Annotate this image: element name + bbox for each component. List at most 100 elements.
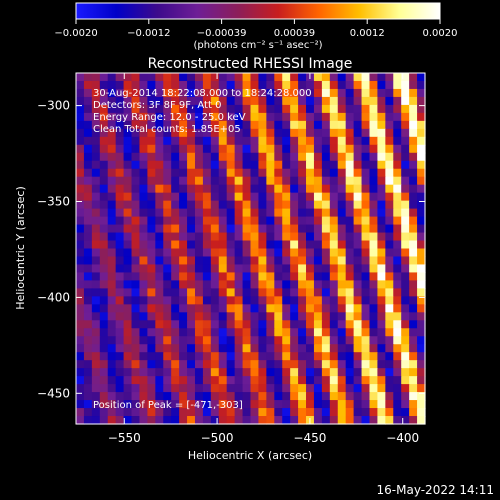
- heatmap-cell: [345, 168, 355, 178]
- heatmap-cell: [401, 288, 410, 297]
- heatmap-cell: [409, 96, 418, 106]
- heatmap-cell: [139, 232, 148, 242]
- heatmap-cell: [99, 288, 109, 297]
- heatmap-cell: [369, 224, 379, 234]
- heatmap-cell: [306, 360, 315, 369]
- heatmap-cell: [171, 80, 180, 90]
- heatmap-cell: [361, 184, 371, 194]
- y-axis-label: Heliocentric Y (arcsec): [14, 186, 27, 310]
- heatmap-cell: [91, 328, 101, 337]
- heatmap-cell: [76, 192, 85, 202]
- heatmap-cell: [194, 360, 204, 369]
- heatmap-cell: [282, 312, 291, 321]
- heatmap-cell: [210, 184, 220, 194]
- heatmap-cell: [99, 160, 109, 170]
- heatmap-cell: [218, 352, 228, 361]
- heatmap-cell: [155, 128, 164, 138]
- heatmap-cell: [329, 264, 339, 274]
- heatmap-cell: [210, 352, 220, 361]
- heatmap-cell: [266, 232, 275, 242]
- heatmap-cell: [171, 368, 180, 377]
- heatmap-cell: [234, 320, 244, 329]
- heatmap-cell: [353, 248, 363, 258]
- heatmap-cell: [409, 360, 418, 369]
- heatmap-cell: [266, 368, 275, 377]
- heatmap-cell: [369, 256, 379, 266]
- heatmap-cell: [321, 168, 331, 178]
- heatmap-cell: [155, 200, 164, 210]
- heatmap-cell: [99, 352, 109, 361]
- heatmap-cell: [393, 312, 402, 321]
- heatmap-cell: [131, 304, 141, 313]
- heatmap-cell: [258, 232, 267, 242]
- heatmap-cell: [123, 88, 133, 98]
- heatmap-cell: [353, 160, 363, 170]
- heatmap-cell: [258, 264, 267, 274]
- heatmap-cell: [361, 392, 371, 401]
- heatmap-cell: [393, 416, 402, 425]
- heatmap-cell: [163, 112, 172, 122]
- heatmap-cell: [298, 224, 307, 234]
- heatmap-cell: [115, 408, 125, 417]
- heatmap-cell: [298, 288, 307, 297]
- heatmap-cell: [258, 296, 267, 305]
- heatmap-cell: [76, 152, 85, 162]
- heatmap-cell: [155, 96, 164, 106]
- heatmap-cell: [91, 360, 101, 369]
- heatmap-plot: [75, 72, 426, 425]
- heatmap-cell: [163, 408, 172, 417]
- heatmap-cell: [345, 344, 355, 353]
- heatmap-cell: [99, 176, 109, 186]
- heatmap-cell: [298, 336, 307, 345]
- heatmap-cell: [377, 408, 386, 417]
- heatmap-cell: [258, 392, 267, 401]
- heatmap-cell: [163, 328, 172, 337]
- heatmap-cell: [282, 352, 291, 361]
- heatmap-cell: [282, 344, 291, 353]
- heatmap-cell: [385, 160, 394, 170]
- heatmap-cell: [393, 280, 402, 289]
- heatmap-cell: [202, 344, 212, 353]
- heatmap-cell: [409, 288, 418, 297]
- heatmap-cell: [401, 296, 410, 305]
- heatmap-cell: [409, 304, 418, 313]
- heatmap-cell: [179, 128, 188, 138]
- heatmap-cell: [306, 96, 315, 106]
- heatmap-cell: [266, 160, 275, 170]
- heatmap-cell: [163, 224, 172, 234]
- heatmap-cell: [242, 328, 252, 337]
- heatmap-cell: [409, 248, 418, 258]
- heatmap-cell: [306, 296, 315, 305]
- heatmap-cell: [163, 416, 172, 425]
- heatmap-cell: [83, 304, 93, 313]
- heatmap-cell: [401, 152, 410, 162]
- heatmap-cell: [76, 288, 85, 297]
- heatmap-cell: [218, 73, 228, 82]
- heatmap-cell: [171, 312, 180, 321]
- heatmap-cell: [115, 136, 125, 146]
- heatmap-cell: [313, 152, 323, 162]
- colorbar-tick-label: 0.00039: [274, 28, 315, 39]
- heatmap-cell: [115, 312, 125, 321]
- heatmap-cell: [369, 272, 379, 282]
- heatmap-cell: [202, 184, 212, 194]
- heatmap-cell: [123, 160, 133, 170]
- heatmap-cell: [210, 360, 220, 369]
- heatmap-cell: [377, 73, 386, 82]
- heatmap-cell: [401, 272, 410, 282]
- heatmap-cell: [266, 136, 275, 146]
- heatmap-cell: [155, 280, 164, 289]
- heatmap-cell: [282, 304, 291, 313]
- heatmap-cell: [115, 328, 125, 337]
- heatmap-cell: [401, 384, 410, 393]
- heatmap-cell: [187, 240, 196, 250]
- heatmap-cell: [131, 73, 141, 82]
- heatmap-cell: [377, 192, 386, 202]
- heatmap-cell: [417, 280, 426, 289]
- heatmap-cell: [250, 352, 260, 361]
- heatmap-cell: [179, 392, 188, 401]
- heatmap-cell: [91, 88, 101, 98]
- heatmap-cell: [242, 88, 252, 98]
- heatmap-cell: [226, 376, 236, 385]
- heatmap-cell: [76, 200, 85, 210]
